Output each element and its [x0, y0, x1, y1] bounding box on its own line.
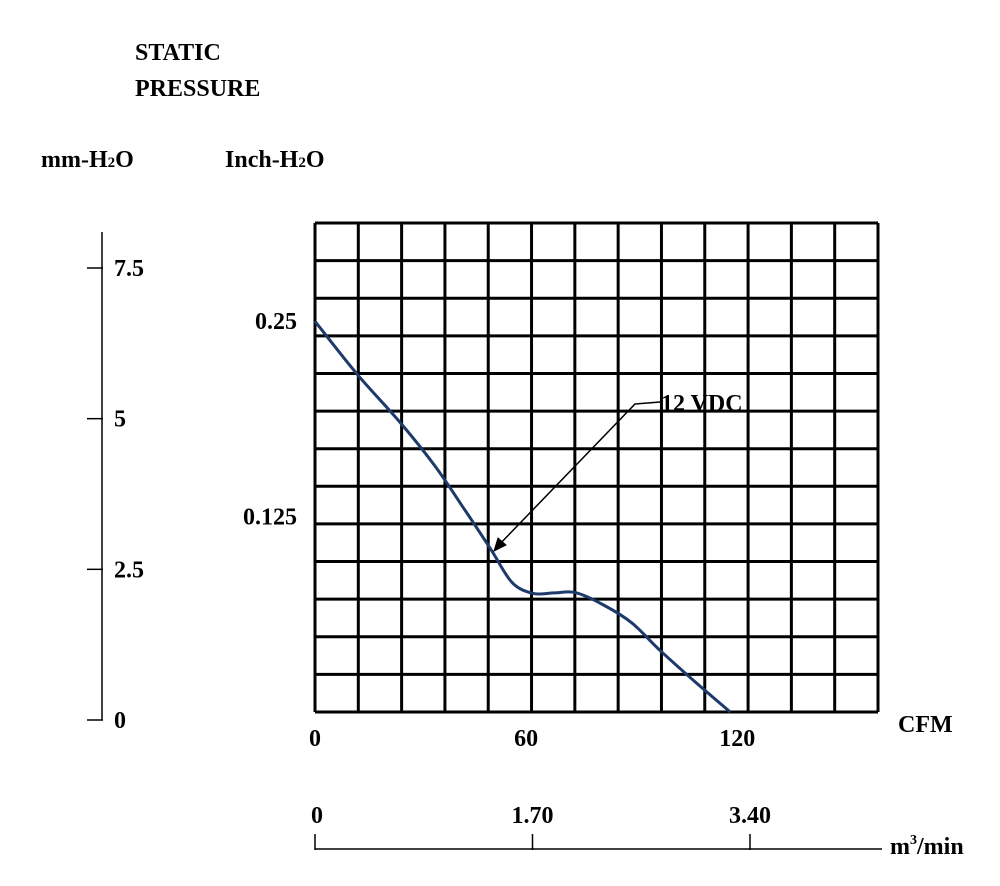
x2-tick-label: 3.40 [729, 803, 771, 829]
chart-title-line1: STATIC [135, 40, 221, 66]
inch-tick-label: 0.125 [243, 504, 297, 530]
x-tick-label: 0 [309, 726, 321, 752]
x2-tick-label: 1.70 [512, 803, 554, 829]
series-line-0 [313, 320, 732, 714]
inch-tick-label: 0.25 [255, 309, 297, 335]
mm-tick-label: 5 [114, 407, 126, 433]
series-label: 12 VDC [661, 391, 743, 417]
inner-axis-label: Inch-H2O [225, 147, 325, 173]
chart-title-line2: PRESSURE [135, 76, 261, 102]
series-callout-arrowhead [493, 537, 507, 552]
mm-tick-label: 0 [114, 708, 126, 734]
mm-tick-label: 2.5 [114, 557, 144, 583]
series-callout-leader [495, 401, 661, 549]
x-tick-label: 120 [719, 726, 755, 752]
x2-tick-label: 0 [311, 803, 323, 829]
left-axis-label: mm-H2O [41, 147, 134, 173]
x-axis-label-cfm: CFM [898, 712, 953, 738]
mm-tick-label: 7.5 [114, 256, 144, 282]
x-tick-label: 60 [514, 726, 538, 752]
x2-axis-label: m3/min [890, 833, 964, 860]
